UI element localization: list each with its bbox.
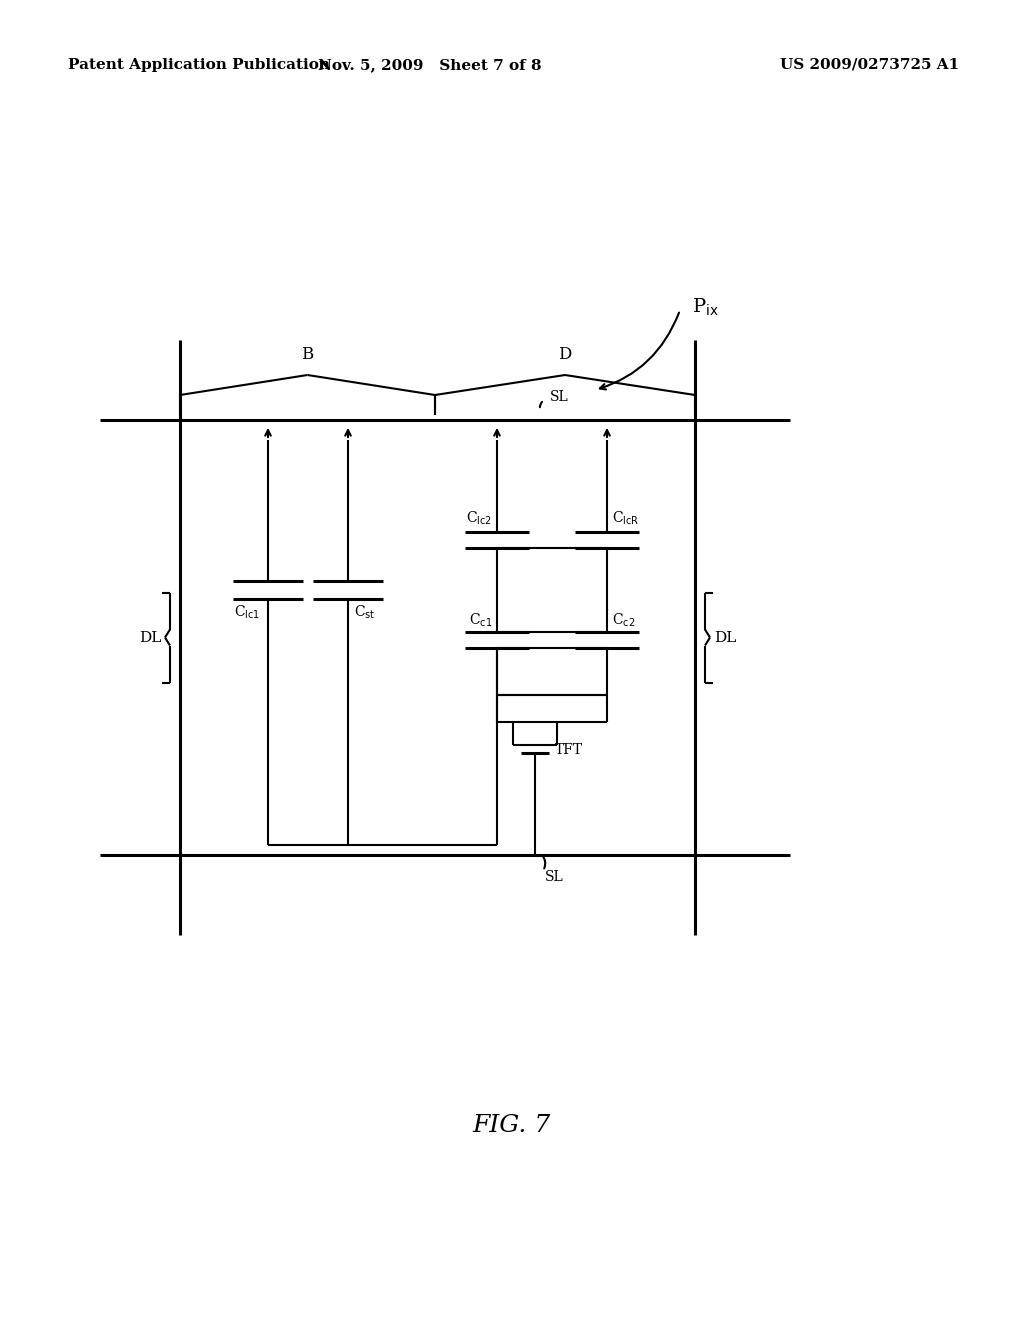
Text: P$_{\rm ix}$: P$_{\rm ix}$	[692, 297, 719, 318]
Text: C$_{\rm lcR}$: C$_{\rm lcR}$	[612, 510, 639, 527]
Text: FIG. 7: FIG. 7	[473, 1114, 551, 1137]
Text: C$_{\rm lc2}$: C$_{\rm lc2}$	[466, 510, 492, 527]
Text: C$_{\rm st}$: C$_{\rm st}$	[354, 605, 376, 622]
Text: C$_{\rm c2}$: C$_{\rm c2}$	[612, 611, 635, 630]
Text: Nov. 5, 2009   Sheet 7 of 8: Nov. 5, 2009 Sheet 7 of 8	[318, 58, 542, 73]
Text: D: D	[558, 346, 571, 363]
Text: DL: DL	[714, 631, 736, 644]
Text: C$_{\rm lc1}$: C$_{\rm lc1}$	[233, 605, 260, 622]
Text: SL: SL	[550, 389, 568, 404]
Text: B: B	[301, 346, 313, 363]
Text: TFT: TFT	[555, 743, 583, 756]
Text: C$_{\rm c1}$: C$_{\rm c1}$	[469, 611, 492, 630]
Text: Patent Application Publication: Patent Application Publication	[68, 58, 330, 73]
Text: DL: DL	[139, 631, 161, 644]
Text: US 2009/0273725 A1: US 2009/0273725 A1	[780, 58, 959, 73]
Text: SL: SL	[545, 870, 564, 884]
